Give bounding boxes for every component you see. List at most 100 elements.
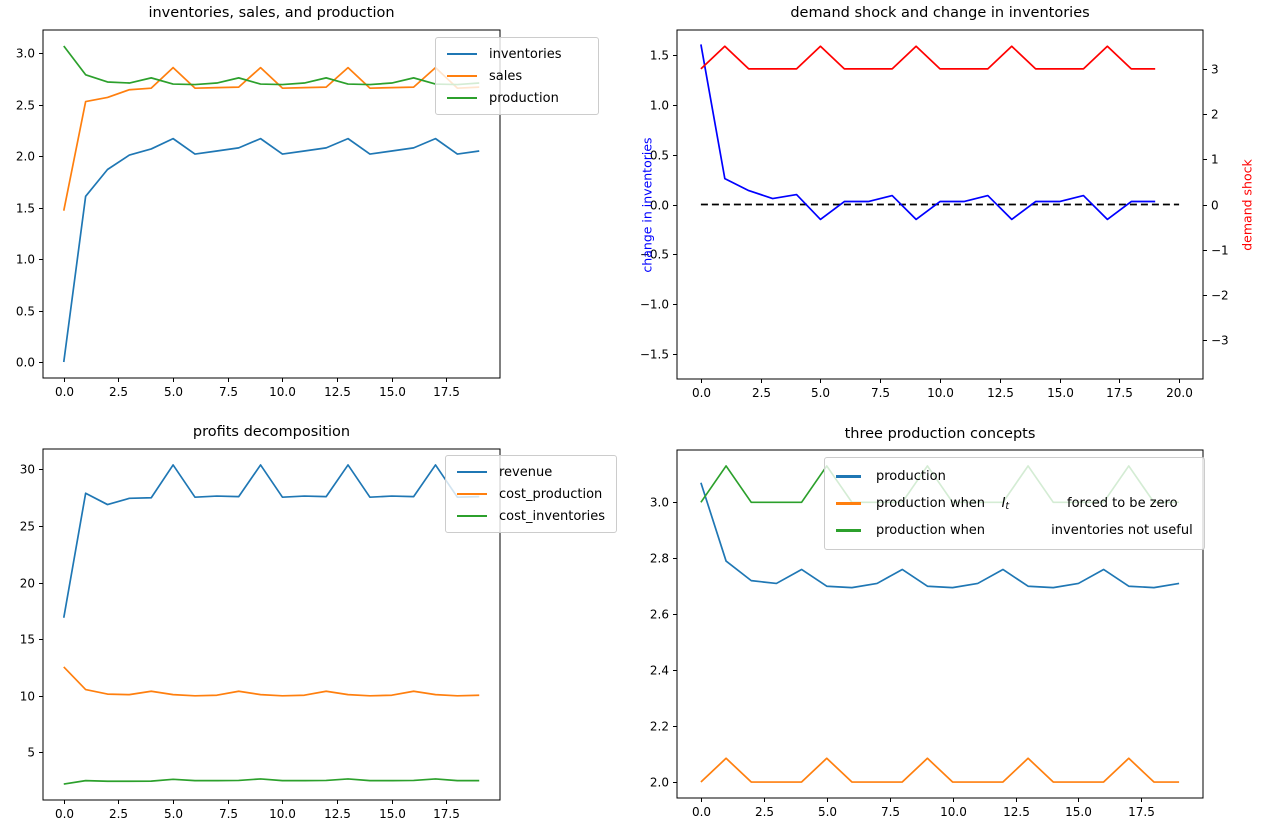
chart-profits-decomposition: 0.0 2.5 5.0 7.5 10.0 12.5 15.0 17.5 5 10 15 20 25 30 — [20, 448, 501, 821]
y-tick-label: 10 — [20, 690, 35, 704]
legend-item-production: production — [836, 463, 1193, 490]
legend-profits-decomposition: revenue cost_production cost_inventories — [445, 455, 618, 533]
x-tick-label: 12.5 — [324, 807, 351, 821]
y-tick-label: −0.5 — [640, 248, 669, 262]
legend-three-production-concepts: production production when It forced to b… — [824, 457, 1205, 550]
legend-line-swatch — [457, 470, 487, 474]
demand-shock-line — [700, 45, 1156, 70]
legend-label-part: production — [876, 469, 946, 484]
x-tick-label: 7.5 — [871, 386, 890, 400]
legend-line-swatch — [836, 475, 861, 478]
y-tick-label: 1.0 — [650, 99, 669, 113]
x-tick-label: 0.0 — [692, 386, 711, 400]
legend-label-part: inventories — [489, 46, 562, 62]
x-tick-label: 5.0 — [811, 386, 830, 400]
axes-frame — [42, 448, 501, 801]
legend-label: sales — [489, 69, 522, 84]
legend-label: inventories — [489, 47, 562, 62]
x-tick-label: 0.0 — [692, 805, 711, 819]
production-line — [63, 45, 480, 86]
x-tick-label: 10.0 — [269, 385, 296, 399]
legend-label: cost_inventories — [499, 509, 605, 524]
legend-line-swatch — [457, 492, 487, 496]
x-tick-label: 10.0 — [940, 805, 967, 819]
x-tick-label: 15.0 — [1047, 386, 1074, 400]
legend-line-swatch — [447, 52, 477, 56]
right-axis-label-demand-shock: demand shock — [1239, 159, 1255, 251]
y-tick-label: 2.6 — [650, 608, 669, 622]
x-tick-label: 15.0 — [379, 385, 406, 399]
legend-label-part: production when — [876, 523, 1002, 538]
y-tick-label: 15 — [20, 633, 35, 647]
inventories-line — [62, 137, 480, 363]
right-y-tick-label: 1 — [1211, 153, 1219, 167]
y-tick-label: −1.0 — [640, 298, 669, 312]
left-axis-label-change-in-inventories: change in inventories — [639, 137, 655, 273]
legend-line-swatch — [447, 96, 477, 100]
legend-line-swatch — [457, 514, 487, 518]
x-tick-label: 12.5 — [987, 386, 1014, 400]
y-tick-label: 2.2 — [650, 720, 669, 734]
axis-ticks — [39, 469, 447, 804]
y-tick-label: 1.0 — [16, 253, 35, 267]
legend-line-swatch — [836, 502, 861, 505]
legend-item-inventories: inventories — [447, 43, 587, 65]
right-y-tick-label: −2 — [1211, 289, 1229, 303]
x-tick-label: 0.0 — [55, 807, 74, 821]
x-tick-label: 15.0 — [379, 807, 406, 821]
x-tick-label: 17.5 — [1128, 805, 1155, 819]
x-tick-label: 10.0 — [927, 386, 954, 400]
x-tick-label: 5.0 — [818, 805, 837, 819]
revenue-line — [62, 464, 480, 618]
y-tick-label: 25 — [20, 520, 35, 534]
chart-title-inventories-sales-production: inventories, sales, and production — [148, 5, 395, 21]
legend-item-production: production — [447, 87, 587, 109]
axes-frame — [676, 449, 1204, 799]
x-tick-label: 20.0 — [1166, 386, 1193, 400]
y-tick-label: 3.0 — [650, 496, 669, 510]
x-tick-label: 17.5 — [1106, 386, 1133, 400]
change-in-inventories-line — [700, 44, 1156, 221]
y-tick-label: 2.0 — [650, 776, 669, 790]
right-y-tick-label: 0 — [1211, 199, 1219, 213]
chart-title-demand-shock-change-in-inventories: demand shock and change in inventories — [790, 5, 1090, 21]
y-tick-label: −1.5 — [640, 348, 669, 362]
y-tick-label: 2.8 — [650, 552, 669, 566]
chart-inventories-sales-production: 0.0 2.5 5.0 7.5 10.0 12.5 15.0 17.5 0.0 0.5 1.0 1.5… — [16, 29, 501, 399]
production-line — [700, 482, 1180, 589]
x-tick-label: 7.5 — [219, 807, 238, 821]
legend-inventories-sales-production: inventories sales production — [435, 37, 599, 115]
chart-title-profits-decomposition: profits decomposition — [192, 424, 351, 440]
legend-label-part: t — [1005, 500, 1010, 512]
legend-label-part: sales — [489, 68, 523, 84]
cost-production-line — [63, 666, 480, 697]
x-tick-label: 12.5 — [1003, 805, 1030, 819]
axis-ticks — [39, 53, 447, 382]
x-tick-label: 5.0 — [164, 807, 183, 821]
chart-demand-shock-change-in-inventories: 0.0 2.5 5.0 7.5 10.0 12.5 15.0 17.5 20.0−1.5−1.0… — [640, 29, 1229, 400]
y-tick-label: 20 — [20, 577, 35, 591]
right-y-tick-label: 3 — [1211, 63, 1219, 77]
legend-label-part: production when — [876, 495, 1002, 511]
x-tick-label: 7.5 — [219, 385, 238, 399]
legend-label: production when inventories not useful — [876, 523, 1193, 538]
right-y-tick-label: −1 — [1211, 244, 1229, 258]
y-tick-label: 0.5 — [650, 149, 669, 163]
sales-line — [62, 66, 480, 211]
axes-frame — [676, 29, 1204, 380]
legend-item-cost-inventories: cost_inventories — [457, 505, 605, 527]
legend-label: production — [489, 91, 559, 106]
y-tick-label: 1.5 — [16, 202, 35, 216]
y-tick-label: 2.5 — [16, 99, 35, 113]
x-tick-label: 10.0 — [269, 807, 296, 821]
y-tick-label: 1.5 — [650, 49, 669, 63]
axis-ticks — [673, 502, 1142, 802]
right-y-tick-label: 2 — [1211, 108, 1219, 122]
legend-label: revenue — [499, 465, 552, 480]
y-tick-label: 3.0 — [16, 47, 35, 61]
y-tick-label: 0.5 — [16, 305, 35, 319]
y-tick-label: 5 — [27, 746, 35, 760]
axis-ticks — [673, 55, 1207, 383]
